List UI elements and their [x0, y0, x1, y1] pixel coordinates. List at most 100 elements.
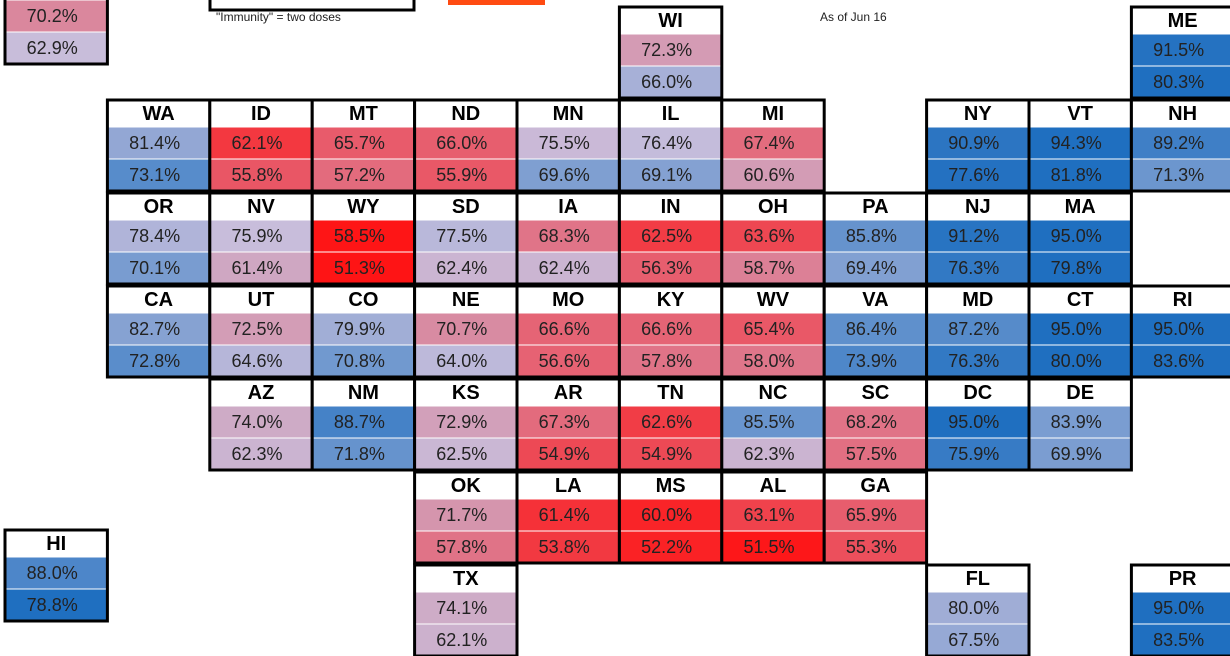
value-label: 72.8% [129, 351, 180, 371]
value-label: 71.8% [334, 444, 385, 464]
state-name: MN [553, 103, 584, 125]
value-cell [209, 313, 313, 345]
value-label: 91.2% [948, 226, 999, 246]
state-name: ND [451, 103, 480, 125]
value-cell [1029, 406, 1132, 438]
value-label: 71.7% [436, 505, 487, 525]
value-cell [1131, 34, 1230, 66]
state-name: KY [657, 289, 685, 311]
state-name: MT [349, 103, 378, 125]
value-label: 62.6% [641, 412, 692, 432]
value-label: 81.8% [1051, 165, 1102, 185]
value-cell [107, 159, 210, 191]
value-label: 74.0% [231, 412, 282, 432]
state-name: NE [452, 289, 480, 311]
value-cell [517, 220, 620, 252]
tile-header [721, 472, 825, 499]
value-cell [824, 531, 927, 563]
tile-outline [720, 98, 826, 193]
tile-header [619, 472, 722, 499]
tile-outline [1129, 5, 1230, 100]
value-cell [414, 313, 517, 345]
value-label: 57.8% [641, 351, 692, 371]
value-cell [107, 252, 210, 284]
state-name: WI [658, 10, 682, 32]
state-name: PR [1169, 568, 1197, 590]
state-name: PA [862, 196, 888, 218]
value-label: 79.8% [1051, 258, 1102, 278]
state-name: RI [1173, 289, 1193, 311]
value-label: 78.8% [27, 595, 78, 615]
value-cell [721, 438, 825, 470]
value-label: 83.9% [1051, 412, 1102, 432]
value-label: 85.8% [846, 226, 897, 246]
value-cell [517, 531, 620, 563]
tile-header [1131, 100, 1230, 127]
state-name: NC [759, 382, 788, 404]
state-name: IL [662, 103, 680, 125]
value-cell [414, 624, 517, 656]
value-label: 60.6% [743, 165, 794, 185]
value-cell [312, 127, 415, 159]
value-cell [721, 406, 825, 438]
value-label: 66.0% [436, 133, 487, 153]
tile-outline [413, 563, 519, 656]
value-cell [312, 313, 415, 345]
value-label: 70.1% [129, 258, 180, 278]
tile-header [414, 472, 517, 499]
value-cell [1029, 220, 1132, 252]
state-name: UT [248, 289, 275, 311]
value-cell [5, 32, 108, 64]
value-cell [824, 313, 927, 345]
value-label: 72.3% [641, 40, 692, 60]
value-cell [926, 252, 1029, 284]
value-cell [1131, 624, 1230, 656]
value-label: 62.1% [231, 133, 282, 153]
value-cell [1131, 159, 1230, 191]
value-label: 68.2% [846, 412, 897, 432]
value-cell [926, 438, 1029, 470]
value-label: 62.5% [436, 444, 487, 464]
value-label: 82.7% [129, 319, 180, 339]
value-label: 67.4% [743, 133, 794, 153]
tile-header [5, 530, 108, 557]
state-name: OH [758, 196, 788, 218]
value-cell [926, 127, 1029, 159]
value-cell [209, 127, 313, 159]
tile-header [926, 565, 1029, 592]
value-cell [1131, 313, 1230, 345]
state-name: IN [661, 196, 681, 218]
tile-header [1131, 7, 1230, 34]
value-cell [926, 406, 1029, 438]
value-label: 69.4% [846, 258, 897, 278]
value-label: 77.5% [436, 226, 487, 246]
value-label: 63.1% [743, 505, 794, 525]
value-cell [209, 406, 313, 438]
value-label: 62.4% [539, 258, 590, 278]
value-cell [517, 252, 620, 284]
value-cell [721, 127, 825, 159]
state-name: AR [554, 382, 583, 404]
value-label: 88.0% [27, 563, 78, 583]
value-label: 53.8% [539, 537, 590, 557]
state-name: ID [251, 103, 271, 125]
value-cell [721, 531, 825, 563]
value-cell [209, 159, 313, 191]
value-label: 95.0% [1153, 319, 1204, 339]
tile-header [926, 379, 1029, 406]
tile-header [209, 193, 313, 220]
value-label: 71.3% [1153, 165, 1204, 185]
state-name: KS [452, 382, 480, 404]
value-cell [414, 592, 517, 624]
value-cell [517, 127, 620, 159]
value-cell [414, 406, 517, 438]
value-label: 80.3% [1153, 72, 1204, 92]
value-label: 62.5% [641, 226, 692, 246]
value-cell [824, 438, 927, 470]
value-label: 77.6% [948, 165, 999, 185]
value-cell [209, 438, 313, 470]
state-name: OK [451, 475, 482, 497]
value-label: 64.0% [436, 351, 487, 371]
tile-header [517, 100, 620, 127]
value-label: 87.2% [948, 319, 999, 339]
